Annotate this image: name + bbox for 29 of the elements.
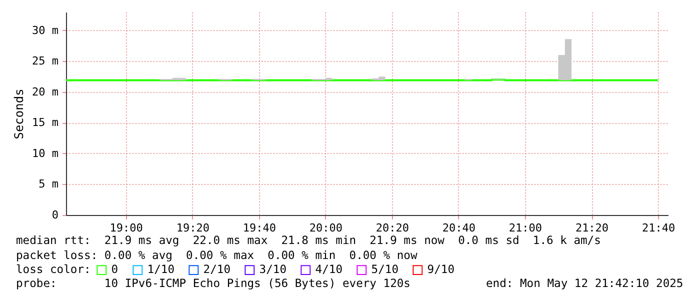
text: median rtt: 21.9 ms avg 22.0 ms max 21.8 ms min 21.9 ms now 0.0 ms sd 1.6 k am/s bbox=[16, 234, 601, 248]
legend-label: 1/10 bbox=[147, 263, 175, 276]
legend-label: 9/10 bbox=[427, 263, 455, 276]
y-axis-title: Seconds bbox=[12, 88, 26, 140]
x-tick-label: 20:40 bbox=[442, 222, 476, 234]
x-tick-label: 21:00 bbox=[508, 222, 542, 234]
text: end: Mon May 12 21:42:10 2025 bbox=[486, 277, 684, 291]
y-tick-label: 30 m bbox=[32, 24, 59, 37]
y-tick-label: 25 m bbox=[32, 54, 59, 68]
y-tick-label: 20 m bbox=[32, 85, 59, 98]
x-tick-label: 19:40 bbox=[242, 222, 276, 234]
legend-label: 3/10 bbox=[259, 263, 287, 276]
x-tick-label: 19:00 bbox=[110, 222, 143, 234]
x-tick-label: 21:40 bbox=[642, 222, 676, 234]
legend-label: 5/10 bbox=[371, 263, 399, 276]
x-tick-label: 21:20 bbox=[575, 222, 609, 234]
y-tick-label: 0 bbox=[52, 208, 58, 222]
legend-label: 4/10 bbox=[315, 263, 343, 276]
text: probe: 10 IPv6-ICMP Echo Pings (56 Bytes) every 120s bbox=[16, 277, 410, 291]
legend-title: loss color: bbox=[16, 263, 91, 276]
x-tick-label: 20:20 bbox=[376, 222, 410, 234]
x-tick-label: 20:00 bbox=[309, 222, 342, 234]
text: packet loss: 0.00 % avg 0.00 % max 0.00 % min 0.00 % now bbox=[16, 249, 418, 263]
y-tick-label: 15 m bbox=[32, 116, 59, 130]
y-tick-label: 5 m bbox=[38, 178, 59, 191]
y-tick-label: 10 m bbox=[32, 146, 59, 160]
legend-label: 0 bbox=[111, 263, 118, 276]
x-tick-label: 19:20 bbox=[176, 222, 210, 234]
legend-label: 2/10 bbox=[203, 263, 231, 276]
